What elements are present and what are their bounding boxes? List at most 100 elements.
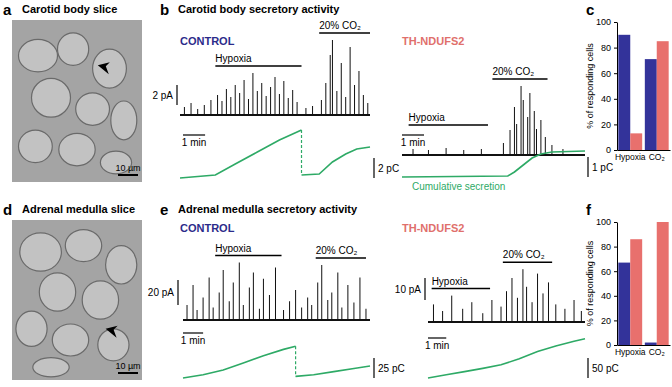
stimulus-bar [492, 78, 547, 80]
stimulus-bar [432, 288, 490, 290]
spike [442, 311, 443, 322]
reset-connector [295, 346, 296, 376]
tick-mark [614, 99, 617, 100]
spike [317, 283, 318, 321]
scale-label: 2 pA [152, 90, 173, 101]
scale-label: 1 min [401, 137, 425, 148]
spike [217, 95, 218, 115]
cell-outline [82, 281, 118, 319]
stimulus-label: 20% CO₂ [503, 249, 545, 260]
spike [197, 310, 198, 320]
spike [337, 273, 338, 321]
spike [354, 85, 355, 115]
spike [413, 149, 414, 155]
cell-outline [19, 130, 53, 162]
tick: 60 [601, 69, 617, 79]
panel-letter: f [586, 201, 592, 218]
tick-label: 0 [606, 340, 611, 350]
cell-outline [65, 230, 101, 262]
spike [532, 302, 533, 322]
axis-line [618, 150, 671, 151]
tick: 80 [601, 43, 617, 53]
spike [305, 108, 306, 115]
spike [204, 105, 205, 115]
time-scale-bar [428, 337, 446, 338]
spike [275, 268, 276, 321]
spike [283, 310, 284, 320]
spike [301, 308, 302, 321]
bar [657, 222, 669, 345]
tick-mark [614, 271, 617, 272]
cell-outline [111, 101, 137, 140]
spike [239, 93, 240, 115]
tick-label: 40 [601, 291, 611, 301]
spike [270, 87, 271, 115]
cumulative-line [180, 130, 370, 178]
trace [428, 269, 585, 322]
time-scale-bar [402, 134, 424, 135]
scale-label: 2 pC [378, 163, 399, 174]
arrowhead [98, 62, 110, 74]
y-axis: 020406080100 [596, 217, 618, 350]
image-background [12, 20, 142, 182]
time-scale-bar [183, 332, 203, 333]
spike [248, 99, 249, 115]
panel-title: Adrenal medulla slice [22, 203, 135, 215]
scale-label: 25 pC [378, 363, 405, 374]
spike [428, 150, 429, 155]
bar [645, 59, 657, 150]
spike [187, 305, 188, 320]
spike [321, 100, 322, 115]
spike [433, 304, 434, 322]
bars [618, 222, 668, 345]
stimulus-bar [316, 257, 366, 259]
spike [540, 120, 541, 155]
micrograph [12, 20, 142, 182]
tick: 20 [601, 120, 617, 130]
panel-letter: d [3, 201, 12, 218]
spike [307, 298, 308, 321]
x-axis: HypoxiaCO₂ [615, 345, 671, 357]
tick-label: 80 [601, 242, 611, 252]
scale-bar [118, 372, 138, 374]
cell-outline [106, 246, 137, 284]
tick-label: Hypoxia [615, 347, 646, 357]
spike [203, 298, 204, 321]
baseline [402, 154, 585, 156]
stimulus-bar [215, 255, 281, 257]
bar [630, 239, 642, 345]
axis-line [617, 223, 618, 346]
tick-mark [614, 296, 617, 297]
micrograph [12, 220, 142, 380]
spike [269, 295, 270, 320]
tick-label: 20 [601, 120, 611, 130]
tick-mark [614, 48, 617, 49]
spike [327, 300, 328, 320]
spike [210, 100, 211, 115]
tick: 80 [601, 242, 617, 252]
tick: Hypoxia [615, 150, 646, 162]
cumulative-line [402, 151, 585, 177]
cell-outline [20, 233, 62, 271]
spike [184, 107, 185, 115]
spike [257, 91, 258, 115]
tick: 40 [601, 94, 617, 104]
spike [471, 302, 472, 322]
tick-label: CO₂ [649, 347, 665, 357]
scale-bar-label: 10 µm [115, 361, 140, 371]
tick-label: 40 [601, 94, 611, 104]
trace [402, 86, 585, 155]
tick-mark [614, 222, 617, 223]
spike [332, 40, 333, 115]
stimulus-label: Hypoxia [432, 276, 469, 287]
spike [548, 282, 549, 322]
stimulus-label: 20% CO₂ [319, 20, 361, 31]
spike [543, 293, 544, 322]
spike [235, 85, 236, 115]
spike [359, 278, 360, 321]
spike [363, 95, 364, 115]
spike [223, 270, 224, 320]
tick-mark [614, 124, 617, 125]
spike [367, 103, 368, 115]
tick: CO₂ [649, 345, 665, 357]
